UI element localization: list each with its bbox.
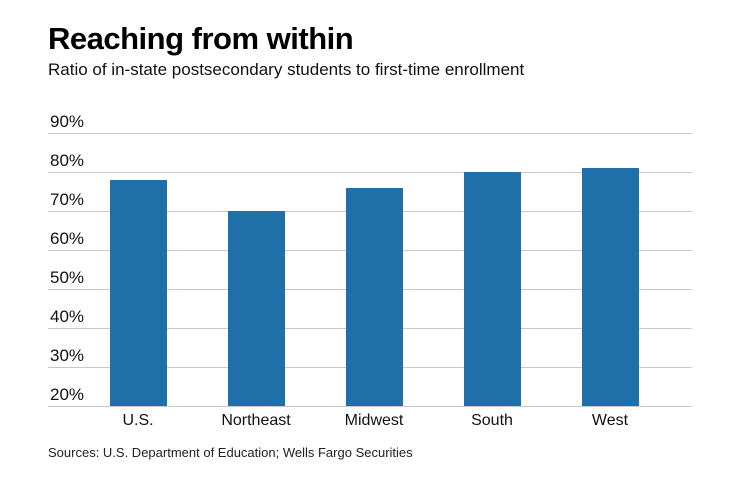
bar-midwest (345, 187, 403, 406)
gridline (48, 133, 692, 134)
plot-area: 90% 80% 70% 60% 50% 40% 30% 20% (48, 113, 692, 407)
y-tick-label: 90% (50, 112, 85, 131)
y-tick-label: 20% (50, 385, 85, 404)
bar-west (581, 168, 639, 406)
x-axis-labels: U.S. Northeast Midwest South West (48, 412, 692, 436)
x-axis-label: South (471, 412, 513, 429)
y-tick-label: 30% (50, 346, 85, 365)
chart-subtitle: Ratio of in-state postsecondary students… (48, 60, 525, 79)
y-tick-label: 80% (50, 151, 85, 170)
source-note: Sources: U.S. Department of Education; W… (48, 445, 413, 460)
y-tick-label: 50% (50, 268, 85, 287)
bar-us (109, 179, 167, 406)
x-axis-label: West (591, 412, 629, 429)
gridline (48, 406, 692, 407)
x-axis-label: U.S. (122, 412, 154, 429)
y-tick-label: 70% (50, 190, 85, 209)
chart-title: Reaching from within (48, 21, 354, 56)
gridline (48, 172, 692, 173)
x-axis-label: Northeast (221, 412, 291, 429)
y-tick-label: 60% (50, 229, 85, 248)
x-axis-label: Midwest (344, 412, 404, 429)
y-tick-label: 40% (50, 307, 85, 326)
bar-northeast (227, 211, 285, 406)
bar-south (463, 172, 521, 406)
